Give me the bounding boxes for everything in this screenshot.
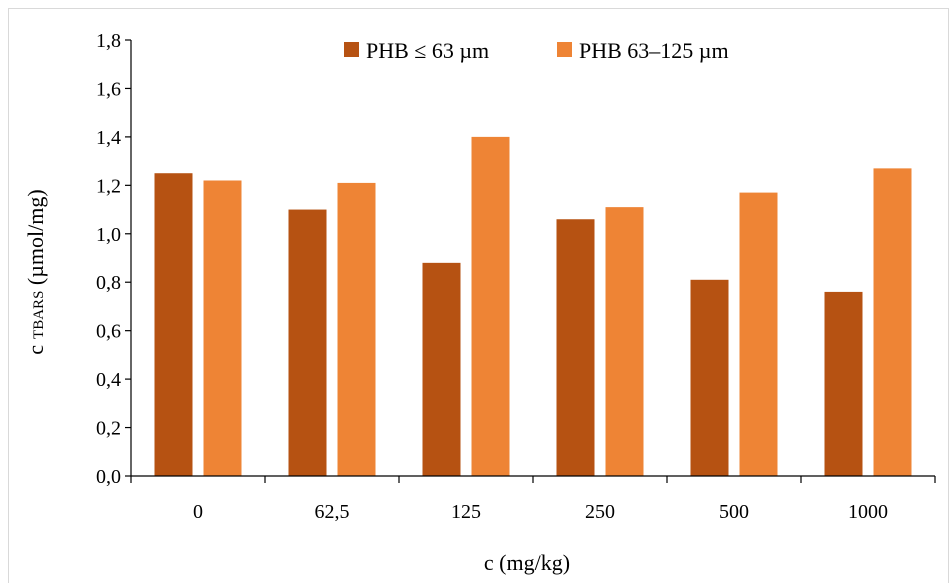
y-tick-label: 0,4 — [96, 369, 121, 391]
x-axis-ticks: 0 62,5 125 250 500 1000 — [130, 476, 936, 523]
y-tick-label: 0,8 — [96, 272, 121, 294]
legend-label-series-1: PHB ≤ 63 µm — [366, 38, 489, 63]
bar-series-2-1000 — [873, 168, 912, 476]
x-tick-label: 125 — [451, 501, 481, 523]
legend-label-series-2: PHB 63–125 µm — [579, 38, 729, 63]
bars — [154, 136, 912, 477]
bar-series-1-1000 — [824, 291, 863, 476]
y-tick-label: 1,4 — [96, 127, 121, 149]
y-axis-ticks: 0,0 0,2 0,4 0,6 0,8 1,0 1,2 1,4 1,6 1,8 — [96, 30, 131, 488]
legend-swatch-series-1 — [344, 42, 359, 57]
y-tick-label: 1,2 — [96, 175, 121, 197]
y-tick-label: 1,6 — [96, 78, 121, 100]
x-tick-label: 62,5 — [315, 501, 350, 523]
bar-series-2-62,5 — [337, 182, 376, 476]
bar-series-1-62,5 — [288, 209, 327, 477]
y-axis-title-unit: (µmol/mg) — [23, 189, 48, 290]
bar-series-1-250 — [556, 219, 595, 476]
bar-series-2-250 — [605, 207, 644, 476]
x-tick-label: 250 — [585, 501, 615, 523]
bar-series-2-0 — [203, 180, 242, 476]
bar-series-2-125 — [471, 136, 510, 476]
legend: PHB ≤ 63 µm PHB 63–125 µm — [344, 38, 729, 63]
x-axis-title: c (mg/kg) — [484, 550, 570, 575]
y-tick-label: 0,2 — [96, 418, 121, 440]
bar-series-1-0 — [154, 173, 193, 476]
x-tick-label: 1000 — [848, 501, 888, 523]
bar-series-1-500 — [690, 279, 729, 476]
legend-swatch-series-2 — [557, 42, 572, 57]
x-tick-label: 500 — [719, 501, 749, 523]
y-tick-label: 0,6 — [96, 321, 121, 343]
y-tick-label: 1,0 — [96, 224, 121, 246]
y-tick-label: 1,8 — [96, 30, 121, 52]
x-tick-label: 0 — [193, 501, 203, 523]
y-tick-label: 0,0 — [96, 466, 121, 488]
bar-series-2-500 — [739, 192, 778, 476]
y-axis-title: c TBARS (µmol/mg) — [23, 189, 48, 354]
y-axis-title-subscript: TBARS — [31, 291, 47, 339]
y-axis-title-main: c — [23, 345, 48, 355]
bar-series-1-125 — [422, 262, 461, 476]
